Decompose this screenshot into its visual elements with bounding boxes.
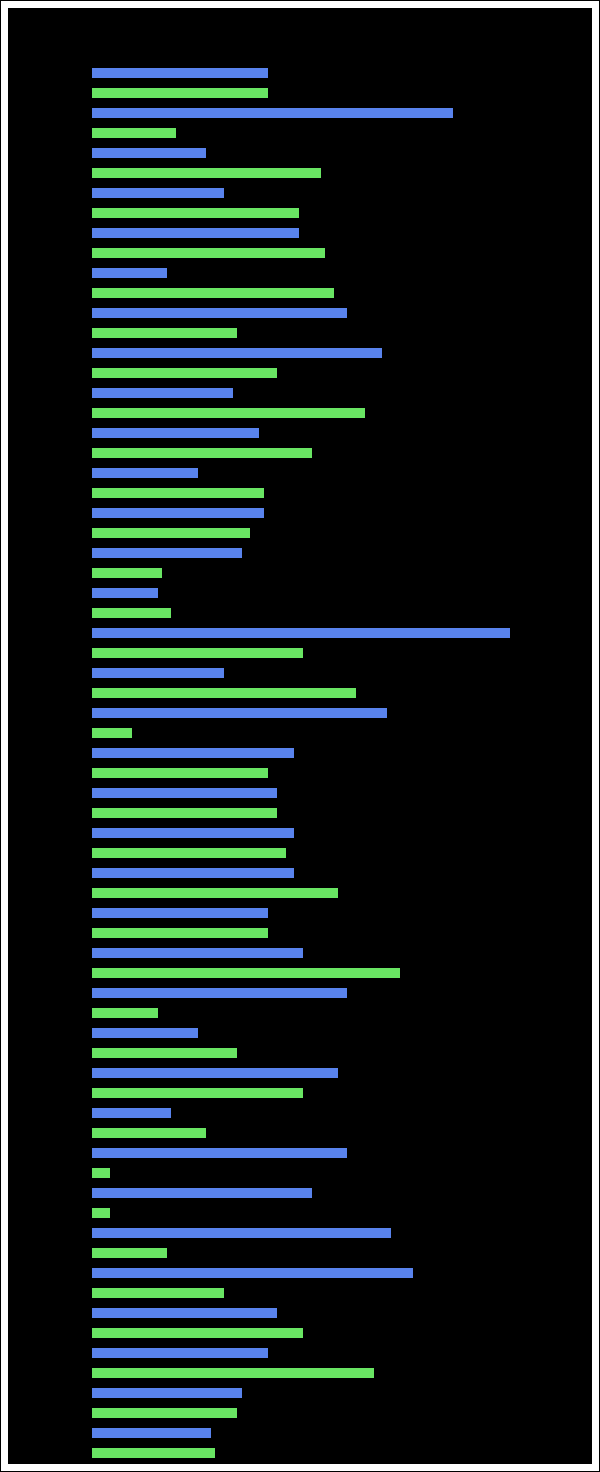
bar-25 <box>92 568 162 578</box>
bar-17 <box>92 408 365 418</box>
bar-28 <box>92 628 510 638</box>
bar-11 <box>92 288 334 298</box>
bar-42 <box>92 908 268 918</box>
bar-36 <box>92 788 277 798</box>
bar-66 <box>92 1388 242 1398</box>
bar-27 <box>92 608 171 618</box>
bar-26 <box>92 588 158 598</box>
bar-5 <box>92 168 321 178</box>
bar-19 <box>92 448 312 458</box>
bar-45 <box>92 968 400 978</box>
bar-60 <box>92 1268 413 1278</box>
bar-1 <box>92 88 268 98</box>
bar-29 <box>92 648 303 658</box>
bar-6 <box>92 188 224 198</box>
bar-55 <box>92 1168 110 1178</box>
bar-67 <box>92 1408 237 1418</box>
bar-61 <box>92 1288 224 1298</box>
bar-40 <box>92 868 294 878</box>
bar-68 <box>92 1428 211 1438</box>
bar-62 <box>92 1308 277 1318</box>
bar-4 <box>92 148 206 158</box>
bar-65 <box>92 1368 374 1378</box>
bars-container <box>92 68 532 1404</box>
bar-41 <box>92 888 338 898</box>
bar-9 <box>92 248 325 258</box>
bar-48 <box>92 1028 198 1038</box>
bar-14 <box>92 348 382 358</box>
bar-16 <box>92 388 233 398</box>
bar-50 <box>92 1068 338 1078</box>
bar-43 <box>92 928 268 938</box>
bar-49 <box>92 1048 237 1058</box>
bar-37 <box>92 808 277 818</box>
bar-54 <box>92 1148 347 1158</box>
bar-47 <box>92 1008 158 1018</box>
bar-24 <box>92 548 242 558</box>
bar-38 <box>92 828 294 838</box>
bar-35 <box>92 768 268 778</box>
bar-7 <box>92 208 299 218</box>
bar-44 <box>92 948 303 958</box>
chart-plot-area <box>8 8 592 1464</box>
bar-2 <box>92 108 453 118</box>
bar-33 <box>92 728 132 738</box>
bar-31 <box>92 688 356 698</box>
bar-32 <box>92 708 387 718</box>
bar-57 <box>92 1208 110 1218</box>
bar-59 <box>92 1248 167 1258</box>
bar-53 <box>92 1128 206 1138</box>
bar-15 <box>92 368 277 378</box>
bar-10 <box>92 268 167 278</box>
bar-34 <box>92 748 294 758</box>
bar-30 <box>92 668 224 678</box>
bar-56 <box>92 1188 312 1198</box>
chart-frame <box>0 0 600 1472</box>
bar-58 <box>92 1228 391 1238</box>
bar-18 <box>92 428 259 438</box>
bar-13 <box>92 328 237 338</box>
bar-46 <box>92 988 347 998</box>
bar-64 <box>92 1348 268 1358</box>
bar-8 <box>92 228 299 238</box>
bar-22 <box>92 508 264 518</box>
bar-23 <box>92 528 250 538</box>
bar-0 <box>92 68 268 78</box>
bar-51 <box>92 1088 303 1098</box>
bar-52 <box>92 1108 171 1118</box>
bar-69 <box>92 1448 215 1458</box>
bar-12 <box>92 308 347 318</box>
bar-20 <box>92 468 198 478</box>
bar-3 <box>92 128 176 138</box>
bar-63 <box>92 1328 303 1338</box>
bar-21 <box>92 488 264 498</box>
bar-39 <box>92 848 286 858</box>
